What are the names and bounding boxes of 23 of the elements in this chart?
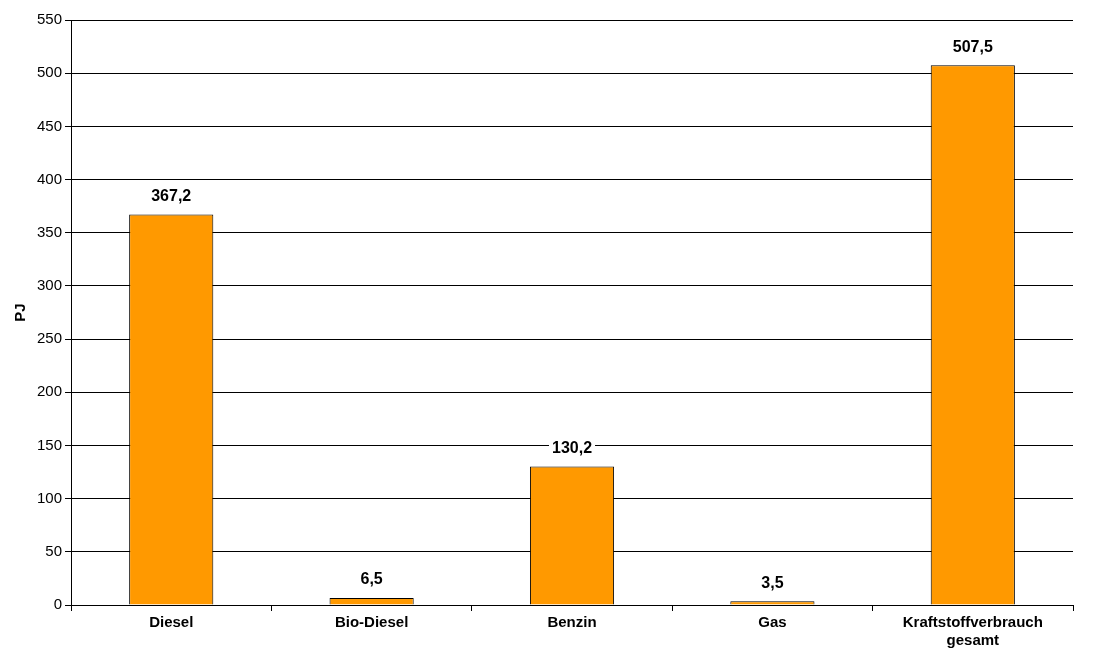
y-tick-label: 400 [37,169,63,187]
y-tick-label: 100 [37,488,63,506]
data-label: 6,5 [360,570,383,588]
y-axis-title: PJ [11,303,29,322]
data-label: 507,5 [952,37,993,55]
y-tick-label: 450 [37,116,63,134]
x-tick-label: Bio-Diesel [334,613,409,631]
x-tick-label: Diesel [149,613,194,631]
data-label: 130,2 [551,438,593,456]
x-tick-label: Benzin [547,613,597,631]
data-label: 367,2 [151,186,192,204]
y-tick-label: 550 [37,10,63,28]
y-tick-label: 50 [45,541,63,559]
y-tick-label: 200 [37,382,63,400]
y-tick-label: 500 [37,63,63,81]
data-label: 3,5 [761,573,784,591]
y-tick-label: 300 [37,276,63,294]
y-tick-label: 250 [37,329,63,347]
x-tick-label: Gas [758,613,787,631]
y-tick-label: 150 [37,435,63,453]
y-tick-label: 350 [37,222,63,240]
x-tick-label: Kraftstoffverbrauch gesamt [902,613,1043,649]
y-tick-label: 0 [53,595,63,613]
